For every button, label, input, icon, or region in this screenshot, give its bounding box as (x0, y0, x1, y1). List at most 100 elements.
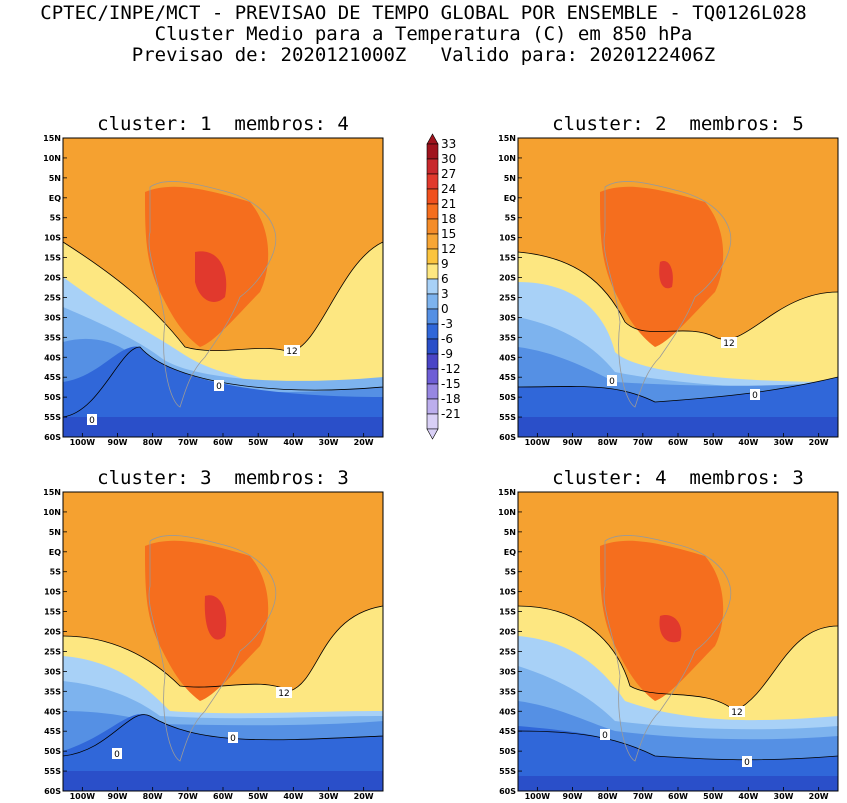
lat-tick-label: 15N (498, 488, 516, 497)
lon-tick-label: 20W (354, 792, 374, 801)
contour-label-3-12: 12 (276, 687, 292, 699)
lat-tick-label: 15S (499, 608, 516, 617)
lat-tick-label: 60S (499, 433, 516, 442)
panel-title-4: cluster: 4 membros: 3 (552, 467, 804, 489)
panel-title-1: cluster: 1 membros: 4 (97, 113, 349, 135)
lon-tick-label: 100W (525, 438, 551, 447)
lat-tick-label: EQ (504, 194, 516, 203)
lon-tick-label: 40W (738, 792, 758, 801)
header-line1: CPTEC/INPE/MCT - PREVISAO DE TEMPO GLOBA… (40, 2, 807, 24)
colorbar-swatch (426, 263, 439, 280)
contour-label-2-0b: 0 (750, 389, 760, 401)
panel-title-3: cluster: 3 membros: 3 (97, 467, 349, 489)
lat-tick-label: 35S (44, 687, 61, 696)
lat-tick-label: 35S (499, 333, 516, 342)
lat-tick-label: 10S (499, 588, 516, 597)
contour-label-4-0a: 0 (600, 729, 610, 741)
lon-tick-label: 40W (283, 792, 303, 801)
lat-tick-label: 10N (43, 154, 61, 163)
lat-tick-label: 10N (498, 508, 516, 517)
lat-tick-label: EQ (49, 548, 61, 557)
lon-tick-label: 40W (283, 438, 303, 447)
lat-tick-label: 5S (50, 568, 62, 577)
header-line2: Cluster Medio para a Temperatura (C) em … (154, 23, 693, 45)
svg-text:0: 0 (744, 758, 750, 768)
lat-tick-label: 50S (44, 393, 61, 402)
lon-tick-labels-4: 100W 90W 80W 70W 60W 50W 40W 30W 20W (525, 787, 829, 801)
colorbar-label: -9 (441, 347, 453, 361)
lat-tick-label: 25S (499, 293, 516, 302)
lat-tick-label: 30S (499, 667, 516, 676)
lat-tick-label: 20S (499, 274, 516, 283)
colorbar-label: -6 (441, 332, 453, 346)
lat-tick-label: EQ (504, 548, 516, 557)
colorbar-label: -21 (441, 407, 461, 421)
lat-tick-labels-3: 15N 10N 5N EQ 5S 10S 15S 20S 25S 30S 35S 40S 45S 50S 5… (43, 488, 67, 796)
svg-text:12: 12 (723, 339, 734, 349)
lat-tick-labels-4: 15N 10N 5N EQ 5S 10S 15S 20S 25S 30S 35S 40S 45S 50S 5… (498, 488, 522, 796)
colorbar-swatch (426, 158, 439, 175)
contour-label-3-0a: 0 (228, 732, 238, 744)
lat-tick-label: 5N (504, 528, 516, 537)
colorbar-label: -18 (441, 392, 461, 406)
colorbar-swatch (426, 338, 439, 355)
lon-tick-label: 80W (143, 792, 163, 801)
colorbar-swatch (426, 218, 439, 235)
map-panel-4: 12 0 0 15N 10N 5N EQ 5S 10S 15S 20S 25S 30S 35S 40S… (498, 488, 839, 801)
colorbar-label: 15 (441, 227, 456, 241)
contour-label-4-0b: 0 (742, 756, 752, 768)
lon-tick-label: 70W (178, 438, 198, 447)
lat-tick-label: 60S (44, 433, 61, 442)
panel-title-2: cluster: 2 membros: 5 (552, 113, 804, 135)
lon-tick-labels-3: 100W 90W 80W 70W 60W 50W 40W 30W 20W (70, 787, 374, 801)
colorbar-label: 24 (441, 182, 456, 196)
lon-tick-label: 100W (70, 792, 96, 801)
lat-tick-label: 15N (43, 134, 61, 143)
header-line3: Previsao de: 2020121000Z Valido para: 20… (131, 44, 716, 66)
lon-tick-label: 80W (143, 438, 163, 447)
lat-tick-label: 30S (499, 313, 516, 322)
lon-tick-label: 70W (633, 438, 653, 447)
lat-tick-label: 25S (44, 647, 61, 656)
lon-tick-labels-1: 100W 90W 80W 70W 60W 50W 40W 30W 20W (70, 433, 374, 447)
lat-tick-label: 45S (499, 373, 516, 382)
lat-tick-label: 15S (44, 608, 61, 617)
lon-tick-label: 60W (213, 792, 233, 801)
lat-tick-label: 15N (43, 488, 61, 497)
colorbar-swatch (426, 383, 439, 400)
lon-tick-label: 50W (703, 792, 723, 801)
lat-tick-label: 40S (44, 353, 61, 362)
lon-tick-label: 70W (178, 792, 198, 801)
colorbar-swatch (426, 413, 439, 430)
lat-tick-label: 5N (49, 528, 61, 537)
lat-tick-label: 40S (499, 353, 516, 362)
colorbar-top-arrow (426, 133, 439, 145)
lat-tick-label: 5S (505, 568, 517, 577)
lat-tick-label: 55S (499, 413, 516, 422)
colorbar-label: 30 (441, 152, 456, 166)
lon-tick-label: 70W (633, 792, 653, 801)
lat-tick-labels-2: 15N 10N 5N EQ 5S 10S 15S 20S 25S 30S 35S 40S 45S 50S 5… (498, 134, 522, 442)
lon-tick-label: 80W (598, 792, 618, 801)
contour-label-2-12: 12 (721, 337, 737, 349)
contour-label-4-12: 12 (729, 706, 745, 718)
lat-tick-label: 40S (44, 707, 61, 716)
lat-tick-label: 15N (498, 134, 516, 143)
lat-tick-label: 5S (50, 214, 62, 223)
colorbar-swatch (426, 398, 439, 415)
colorbar-label: 27 (441, 167, 456, 181)
colorbar-label: 9 (441, 257, 449, 271)
lon-tick-label: 60W (213, 438, 233, 447)
lat-tick-label: 10S (44, 588, 61, 597)
lat-tick-label: 60S (44, 787, 61, 796)
lat-tick-label: 10N (43, 508, 61, 517)
lon-tick-label: 90W (108, 792, 128, 801)
lat-tick-label: 45S (44, 727, 61, 736)
colorbar-swatch (426, 173, 439, 190)
lon-tick-label: 90W (563, 792, 583, 801)
lat-tick-label: 20S (44, 274, 61, 283)
lat-tick-labels-1: 15N 10N 5N EQ 5S 10S 15S 20S 25S 30S 35S 40S 45S 50S 5… (43, 134, 67, 442)
lat-tick-label: 10S (499, 234, 516, 243)
lat-tick-label: 50S (499, 747, 516, 756)
lon-tick-label: 60W (668, 792, 688, 801)
